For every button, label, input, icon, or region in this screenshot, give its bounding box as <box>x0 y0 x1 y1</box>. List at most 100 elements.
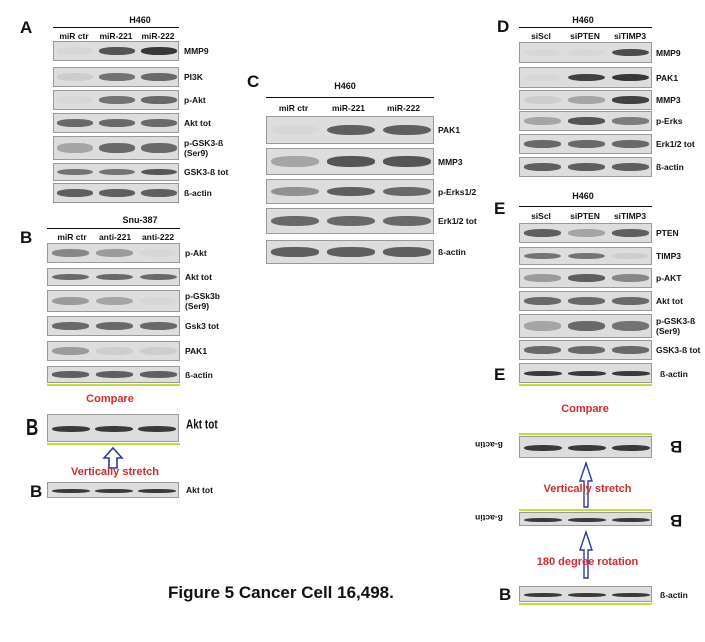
band <box>57 73 93 81</box>
band <box>612 117 650 125</box>
blot-strip <box>53 90 179 110</box>
band <box>567 96 606 104</box>
panel-b-highlight-line <box>47 384 180 386</box>
panel-b-lane-1: miR ctr <box>57 232 87 242</box>
right-compare-label: Compare <box>561 403 609 415</box>
blot-label: TIMP3 <box>656 251 682 261</box>
band <box>612 96 650 104</box>
right-flip2-strip <box>519 512 652 526</box>
blot-strip <box>519 134 652 154</box>
band <box>51 273 89 281</box>
band <box>523 297 561 305</box>
band <box>95 371 134 378</box>
band <box>612 48 650 57</box>
blot-strip <box>266 148 434 175</box>
blot-strip <box>519 90 652 110</box>
band <box>271 124 319 136</box>
right-flip1-top-highlight <box>519 433 652 435</box>
band <box>95 249 134 257</box>
blot-label: MMP3 <box>438 156 463 167</box>
panel-b-lane-3: anti-222 <box>141 232 175 242</box>
blot-label: p-GSk3b (Ser9) <box>185 291 220 311</box>
blot-strip <box>519 67 652 88</box>
band <box>523 252 561 260</box>
band <box>383 216 431 226</box>
band <box>140 371 178 378</box>
band <box>523 229 561 237</box>
band <box>567 73 606 82</box>
left-compare-bottom-label: Akt tot <box>186 485 213 495</box>
band <box>523 321 561 331</box>
panel-a-lane-1: miR ctr <box>59 31 89 41</box>
blot-strip <box>53 41 179 61</box>
band <box>57 47 93 55</box>
right-flip1-strip <box>519 436 652 458</box>
right-bottom-letter: B <box>499 585 512 604</box>
band <box>567 297 606 305</box>
panel-a-lane-3: miR-222 <box>141 31 175 41</box>
panel-d-header-line <box>519 27 652 28</box>
left-stretch-label: Vertically stretch <box>70 466 160 478</box>
band <box>523 48 561 57</box>
blot-label: p-Erks <box>656 116 683 126</box>
blot-label: Gsk3 tot <box>185 321 220 331</box>
right-flip1-letter: B <box>670 437 683 456</box>
band <box>51 371 89 378</box>
panel-e-lane-3: siTIMP3 <box>613 211 647 221</box>
panel-a-lane-2: miR-221 <box>99 31 133 41</box>
blot-label: Erk1/2 tot <box>656 139 695 149</box>
blot-strip <box>266 116 434 144</box>
right-bottom-highlight <box>519 603 652 605</box>
panel-letter-a: A <box>20 18 33 37</box>
panel-c-lane-2: miR-221 <box>331 103 366 113</box>
band <box>57 143 93 153</box>
blot-strip <box>53 163 179 181</box>
band <box>140 249 178 257</box>
band <box>99 47 135 55</box>
band <box>523 117 561 125</box>
panel-a-header-line <box>53 27 179 28</box>
blot-strip <box>47 290 180 312</box>
blot-label: p-GSK3-ß (Ser9) <box>656 316 696 336</box>
band <box>271 186 319 197</box>
band <box>612 252 650 260</box>
band <box>612 321 650 331</box>
right-stretch-label: Vertically stretch <box>543 483 632 495</box>
panel-c-cell-line: H460 <box>334 81 356 91</box>
panel-letter-d: D <box>497 17 510 36</box>
right-compare-e-strip <box>519 363 652 383</box>
right-flip2-top-highlight <box>519 509 652 511</box>
band <box>57 189 93 197</box>
band <box>57 168 93 176</box>
blot-label: PTEN <box>656 228 679 238</box>
band <box>327 216 375 226</box>
panel-d-lane-1: siScl <box>531 31 551 41</box>
right-compare-e-label: ß-actin <box>660 369 688 379</box>
band <box>141 47 177 55</box>
band <box>95 273 134 281</box>
blot-strip <box>53 67 179 87</box>
up-arrow-icon <box>579 460 593 508</box>
panel-b-cell-line: Snu-387 <box>122 215 158 225</box>
band <box>612 140 650 148</box>
blot-label: GSK3-ß tot <box>656 345 701 355</box>
band <box>95 426 133 432</box>
band <box>567 48 606 57</box>
right-bottom-label: ß-actin <box>660 590 688 600</box>
blot-label: Akt tot <box>184 118 211 128</box>
band <box>523 140 561 148</box>
blot-strip <box>53 113 179 133</box>
right-compare-e-letter: E <box>494 365 506 384</box>
blot-label: PAK1 <box>438 125 461 135</box>
band <box>612 346 650 354</box>
band <box>612 229 650 237</box>
band <box>138 489 176 493</box>
band <box>567 321 606 331</box>
band <box>523 346 561 354</box>
band <box>271 216 319 226</box>
blot-label: p-Akt <box>185 248 207 258</box>
band <box>140 347 178 355</box>
blot-strip <box>266 208 434 234</box>
band <box>568 518 606 522</box>
band <box>567 252 606 260</box>
